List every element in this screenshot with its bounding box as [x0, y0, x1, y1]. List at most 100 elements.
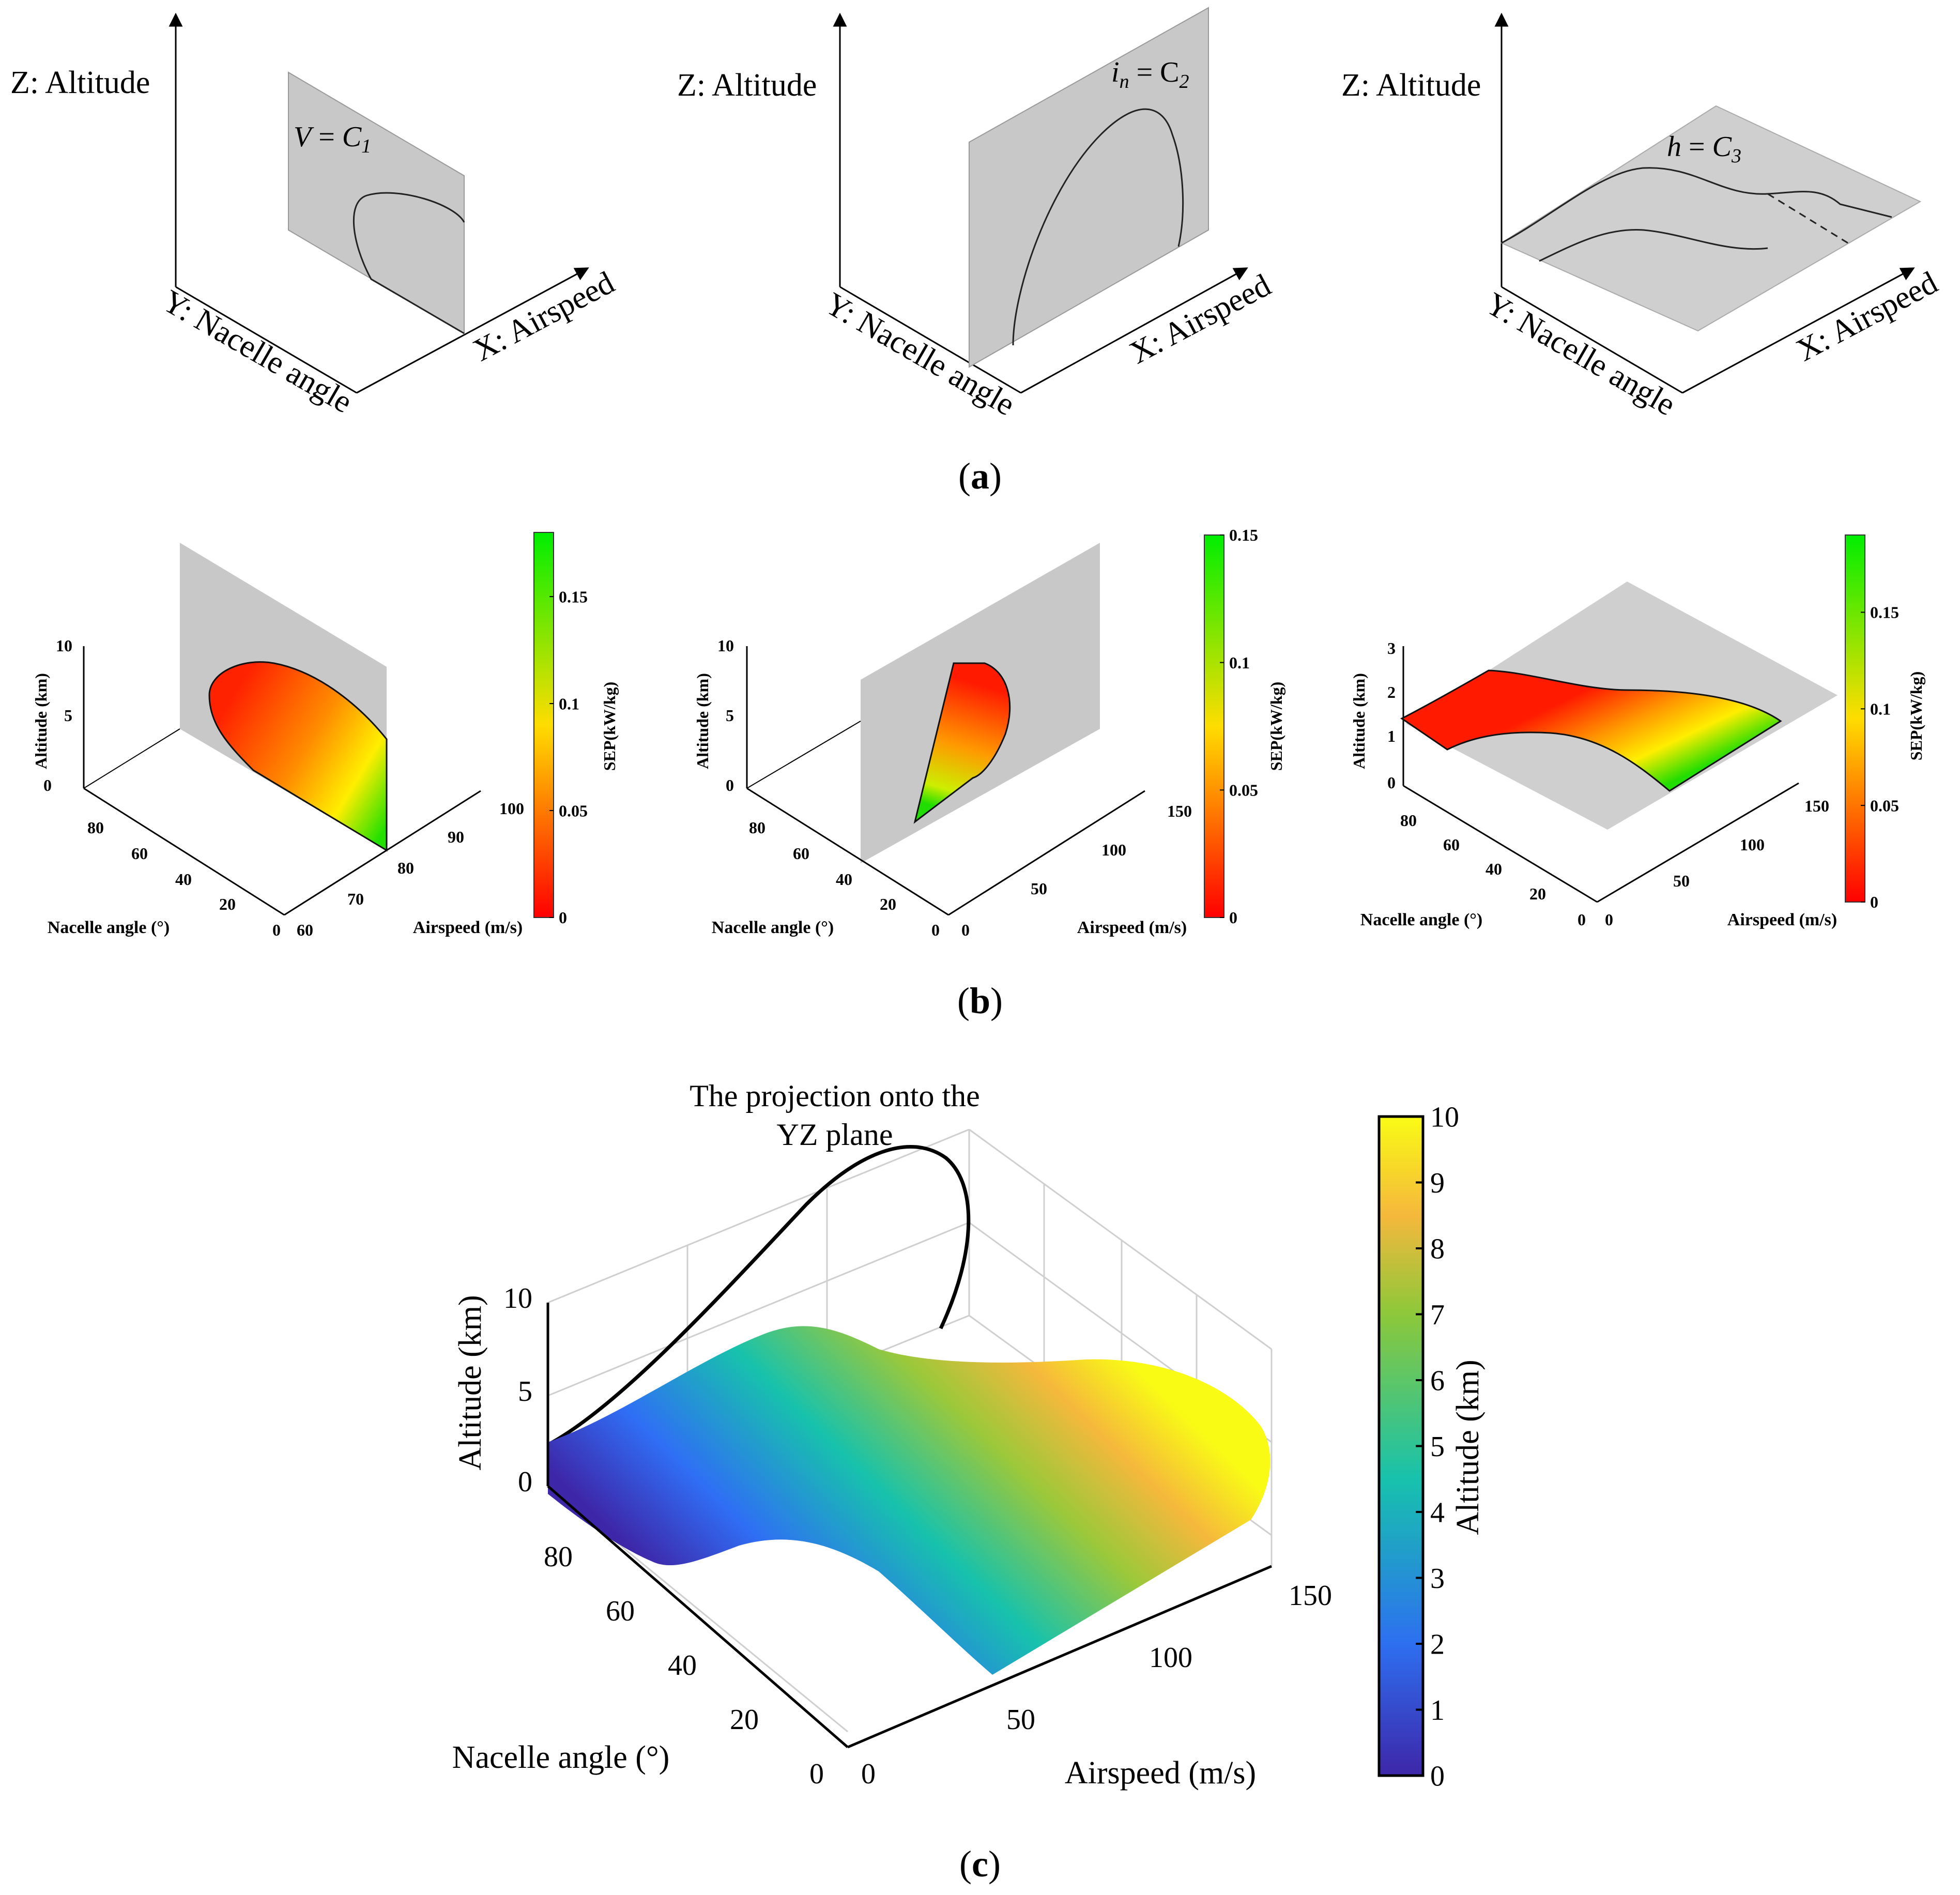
- colorbar-ticks-b1: 0 0.05 0.1 0.15: [549, 587, 588, 927]
- colorbar-label: Altitude (km): [1450, 1359, 1486, 1535]
- chart-b3: 0 1 2 3 Altitude (km) 0 20 40 60 80 Nace…: [1350, 534, 1925, 929]
- colorbar-tick-label: 0.15: [1870, 603, 1899, 622]
- sep-surface-b3: [1400, 669, 1782, 792]
- colorbar-tick-label: 0: [1430, 1761, 1445, 1793]
- x-axis-label: Airspeed (m/s): [1065, 1755, 1256, 1791]
- colorbar-ticks-b2: 0 0.05 0.1 0.15: [1220, 526, 1258, 927]
- y-axis-a1: [175, 286, 357, 394]
- x-axis-a2: [1020, 267, 1248, 394]
- colorbar-tick-label: 7: [1430, 1299, 1445, 1331]
- colorbar-tick-label: 0.15: [1229, 526, 1258, 544]
- altitude-surface: [548, 1326, 1270, 1675]
- y-tick: 80: [87, 818, 104, 837]
- colorbar-c: [1377, 1115, 1425, 1777]
- colorbar-tick-label: 2: [1430, 1629, 1445, 1661]
- y-axis-a3: [1501, 286, 1683, 394]
- y-tick: 0: [931, 921, 940, 939]
- y-tick: 40: [175, 870, 192, 889]
- x-tick: 50: [1673, 872, 1690, 890]
- z-axis-label: Altitude (km): [1350, 673, 1368, 769]
- colorbar-tick-label: 0.1: [1229, 653, 1250, 672]
- diagram-a2: Z: Altitude Y: Nacelle angle X: Airspeed…: [677, 7, 1277, 423]
- chart-b2: 0 5 10 Altitude (km) 0 20 40 60 80 Nacel…: [693, 526, 1285, 939]
- colorbar-tick-label: 4: [1430, 1497, 1445, 1529]
- chart-c: 0 5 10 Altitude (km) 0 20 40 60 80 Nacel…: [452, 1079, 1486, 1885]
- x-tick: 0: [861, 1758, 876, 1790]
- y-axis-b3: [1403, 785, 1598, 903]
- colorbar-tick-label: 1: [1430, 1694, 1445, 1726]
- x-tick: 0: [961, 921, 970, 939]
- x-axis-label: Airspeed (m/s): [1077, 918, 1187, 937]
- x-axis-c: [847, 1565, 1272, 1749]
- y-tick: 60: [606, 1595, 635, 1627]
- z-tick: 2: [1387, 683, 1396, 701]
- z-axis-label: Z: Altitude: [677, 68, 817, 103]
- colorbar-tick-label: 9: [1430, 1167, 1445, 1199]
- envelope-hidden-a3: [1767, 193, 1848, 244]
- plane-label-a1: V = C1: [294, 121, 371, 157]
- x-tick: 150: [1167, 802, 1192, 820]
- colorbar-tick-label: 0.05: [1229, 781, 1258, 800]
- y-axis-label: Nacelle angle (°): [1360, 910, 1482, 929]
- y-tick: 0: [809, 1758, 824, 1790]
- x-tick: 150: [1289, 1580, 1332, 1612]
- plane-label-a3: h = C3: [1667, 131, 1741, 167]
- colorbar-label: SEP(kW/kg): [1907, 671, 1925, 760]
- x-tick: 50: [1006, 1704, 1035, 1736]
- x-tick: 70: [347, 890, 364, 908]
- colorbar-tick-label: 3: [1430, 1563, 1445, 1595]
- y-tick: 20: [880, 895, 896, 913]
- annotation-line-1: The projection onto the: [690, 1079, 980, 1113]
- x-tick: 60: [297, 921, 313, 939]
- y-tick: 20: [219, 895, 236, 913]
- colorbar-tick-label: 0.05: [1870, 796, 1899, 815]
- colorbar-tick-label: 0.1: [559, 694, 579, 713]
- x-axis-b3: [1597, 782, 1799, 903]
- plane-in-c2: [969, 7, 1209, 368]
- y-tick: 40: [1486, 860, 1502, 878]
- x-tick: 80: [397, 859, 414, 877]
- z-tick: 0: [1387, 773, 1396, 792]
- colorbar-ticks-c: 0 1 2 3 4 5 6 7 8 9 10: [1416, 1102, 1459, 1793]
- colorbar-tick-label: 5: [1430, 1431, 1445, 1463]
- y-tick: 80: [749, 818, 765, 837]
- diagram-a3: Z: Altitude Y: Nacelle angle X: Airspeed…: [1341, 12, 1943, 423]
- envelope-upper-a3: [1501, 167, 1892, 244]
- colorbar-b1: [533, 532, 554, 918]
- colorbar-tick-label: 0.05: [559, 801, 588, 820]
- z-axis-label: Altitude (km): [693, 673, 712, 769]
- z-tick: 10: [503, 1282, 532, 1315]
- z-axis-label: Z: Altitude: [1341, 68, 1481, 103]
- x-tick: 100: [1149, 1642, 1192, 1674]
- z-tick: 0: [518, 1466, 532, 1498]
- y-axis-a2: [839, 286, 1021, 394]
- floor-edge-b1: [83, 728, 180, 789]
- z-axis-label: Altitude (km): [32, 673, 50, 769]
- yz-projection-curve: [547, 1145, 971, 1447]
- x-axis-label: X: Airspeed: [1124, 267, 1277, 371]
- colorbar-label: SEP(kW/kg): [600, 682, 619, 771]
- x-axis-a3: [1682, 267, 1915, 394]
- z-tick: 10: [56, 636, 72, 655]
- y-tick: 20: [1529, 884, 1546, 903]
- colorbar-b3: [1845, 534, 1865, 903]
- z-tick: 5: [518, 1376, 532, 1408]
- x-tick: 50: [1031, 879, 1047, 898]
- sep-surface-b1: [208, 661, 388, 852]
- y-axis-label: Nacelle angle (°): [48, 918, 170, 937]
- x-tick: 100: [499, 799, 524, 818]
- plane-label-a2: in = C2: [1111, 56, 1189, 93]
- envelope-lower-a3: [1539, 228, 1768, 262]
- y-tick: 60: [131, 844, 148, 863]
- panel-label-c: (c): [959, 1843, 1001, 1885]
- colorbar-tick-label: 0.1: [1870, 700, 1891, 719]
- x-axis-b2: [948, 790, 1145, 916]
- x-axis-b1: [284, 790, 481, 916]
- colorbar-ticks-b3: 0 0.05 0.1 0.15: [1861, 603, 1899, 911]
- colorbar-b2: [1204, 534, 1224, 918]
- z-axis-label: Altitude (km): [453, 1295, 488, 1470]
- z-tick: 5: [64, 706, 72, 725]
- x-tick: 90: [448, 828, 464, 846]
- x-axis-label: X: Airspeed: [468, 265, 620, 368]
